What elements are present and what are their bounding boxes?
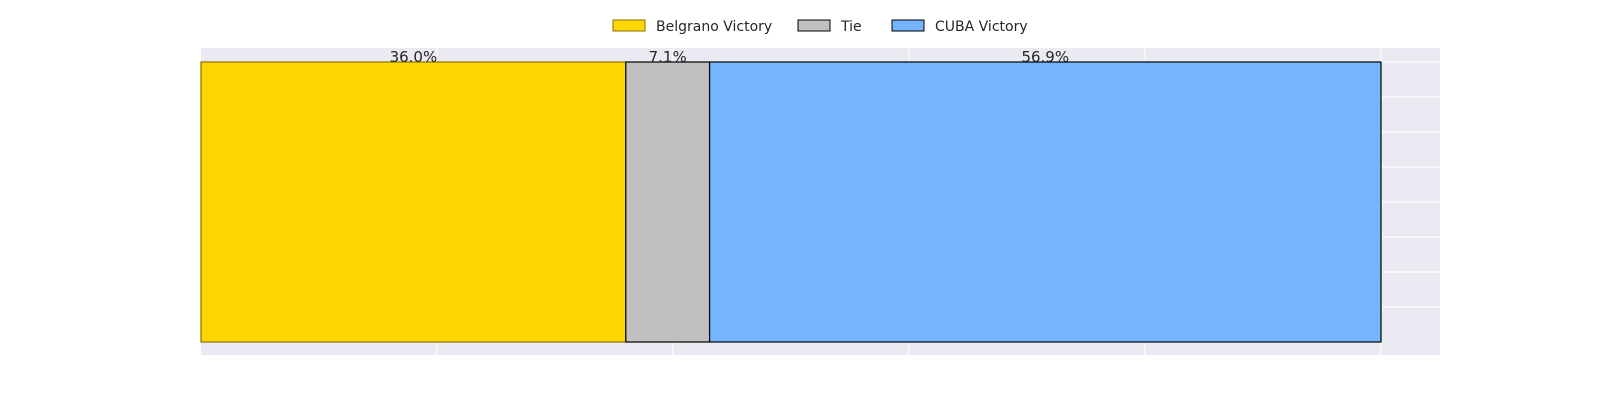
legend-swatch-tie — [797, 19, 831, 32]
legend-swatch-belgrano-victory — [612, 19, 646, 32]
legend-label-cuba-victory: CUBA Victory — [935, 19, 1028, 35]
percent-labels: 36.0% 7.1% 56.9% — [390, 48, 1070, 66]
bar-segment-belgrano-victory — [200, 61, 627, 343]
legend-swatch-cuba-victory — [891, 19, 925, 32]
bar-segment-tie — [625, 61, 711, 343]
bar-segment-cuba-victory — [708, 61, 1382, 343]
legend-label-tie: Tie — [840, 19, 862, 35]
legend: Belgrano Victory Tie CUBA Victory — [612, 19, 1028, 35]
bars — [200, 61, 1382, 343]
legend-label-belgrano-victory: Belgrano Victory — [656, 19, 772, 35]
percent-label-tie: 7.1% — [649, 48, 687, 66]
percent-label-belgrano-victory: 36.0% — [390, 48, 438, 66]
percent-label-cuba-victory: 56.9% — [1021, 48, 1069, 66]
